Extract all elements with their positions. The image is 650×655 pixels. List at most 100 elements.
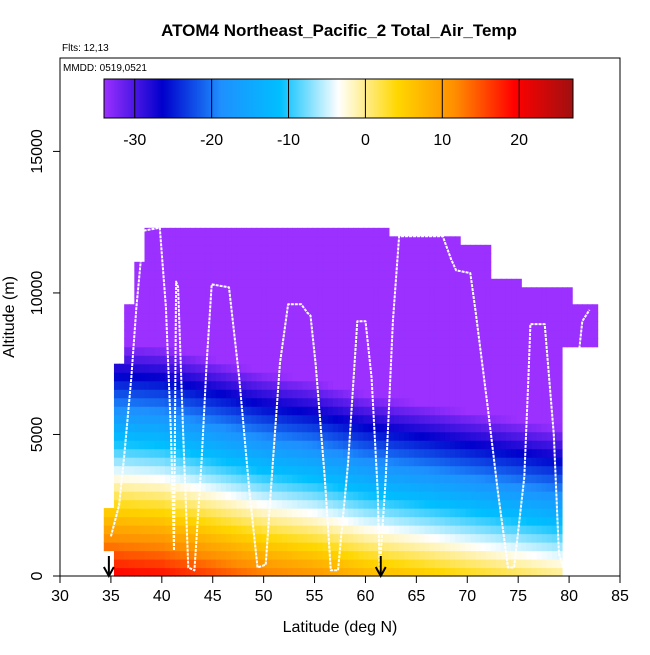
heatmap-cell xyxy=(190,474,197,484)
heatmap-cell xyxy=(475,414,482,424)
heatmap-cell xyxy=(236,227,242,237)
heatmap-cell xyxy=(190,261,197,271)
dates-label: MMDD: 0519,0521 xyxy=(63,63,147,74)
heatmap-cell xyxy=(348,499,354,509)
heatmap-cell xyxy=(266,465,273,475)
heatmap-cell xyxy=(511,423,517,433)
heatmap-cell xyxy=(190,448,197,458)
heatmap-cell xyxy=(531,482,538,492)
heatmap-cell xyxy=(231,287,237,297)
heatmap-cell xyxy=(124,559,130,569)
heatmap-cell xyxy=(261,465,268,475)
heatmap-cell xyxy=(358,270,365,280)
heatmap-cell xyxy=(424,499,431,509)
heatmap-cell xyxy=(546,414,553,424)
heatmap-cell xyxy=(536,508,543,518)
heatmap-cell xyxy=(419,474,426,484)
heatmap-cell xyxy=(215,321,222,331)
heatmap-cell xyxy=(348,236,354,246)
heatmap-cell xyxy=(465,321,471,331)
heatmap-cell xyxy=(215,363,222,373)
heatmap-cell xyxy=(378,380,385,390)
heatmap-cell xyxy=(485,406,492,416)
heatmap-cell xyxy=(485,567,492,577)
heatmap-cell xyxy=(419,431,426,441)
heatmap-cell xyxy=(322,346,329,356)
heatmap-cell xyxy=(144,363,151,373)
heatmap-cell xyxy=(231,227,237,237)
heatmap-cell xyxy=(470,346,477,356)
heatmap-cell xyxy=(154,474,161,484)
heatmap-cell xyxy=(444,295,451,305)
heatmap-cell xyxy=(246,338,253,348)
heatmap-cell xyxy=(205,227,212,237)
heatmap-cell xyxy=(317,312,324,322)
heatmap-cell xyxy=(297,278,303,288)
heatmap-cell xyxy=(536,406,543,416)
heatmap-cell xyxy=(297,423,303,433)
heatmap-cell xyxy=(337,482,344,492)
heatmap-cell xyxy=(190,431,197,441)
heatmap-cell xyxy=(266,227,273,237)
heatmap-cell xyxy=(526,533,533,543)
heatmap-cell xyxy=(393,457,400,467)
heatmap-cell xyxy=(180,389,186,399)
heatmap-cell xyxy=(251,491,258,501)
heatmap-cell xyxy=(154,321,161,331)
heatmap-cell xyxy=(572,338,578,348)
heatmap-cell xyxy=(348,414,354,424)
heatmap-cell xyxy=(373,287,380,297)
heatmap-cell xyxy=(358,414,365,424)
heatmap-cell xyxy=(531,423,538,433)
heatmap-cell xyxy=(144,372,151,382)
heatmap-cell xyxy=(327,227,334,237)
heatmap-cell xyxy=(434,236,441,246)
heatmap-cell xyxy=(190,465,197,475)
heatmap-cell xyxy=(470,491,477,501)
heatmap-cell xyxy=(144,431,151,441)
heatmap-cell xyxy=(154,380,161,390)
heatmap-cell xyxy=(455,465,461,475)
heatmap-cell xyxy=(404,287,410,297)
heatmap-cell xyxy=(495,448,502,458)
heatmap-cell xyxy=(271,253,278,263)
heatmap-cell xyxy=(511,406,517,416)
heatmap-cell xyxy=(322,236,329,246)
heatmap-cell xyxy=(500,372,507,382)
heatmap-cell xyxy=(180,474,186,484)
heatmap-cell xyxy=(495,465,502,475)
heatmap-cell xyxy=(505,550,512,560)
heatmap-cell xyxy=(399,261,405,271)
heatmap-cell xyxy=(358,482,365,492)
heatmap-cell xyxy=(419,287,426,297)
heatmap-cell xyxy=(419,499,426,509)
heatmap-cell xyxy=(485,508,492,518)
heatmap-cell xyxy=(225,380,232,390)
heatmap-cell xyxy=(546,567,553,577)
heatmap-cell xyxy=(388,440,395,450)
heatmap-cell xyxy=(185,431,191,441)
heatmap-cell xyxy=(180,533,186,543)
heatmap-cell xyxy=(399,321,405,331)
heatmap-cell xyxy=(185,304,191,314)
heatmap-cell xyxy=(439,491,446,501)
heatmap-cell xyxy=(302,525,309,535)
heatmap-cell xyxy=(195,227,202,237)
heatmap-cell xyxy=(225,525,232,535)
heatmap-cell xyxy=(113,380,120,390)
heatmap-cell xyxy=(378,499,385,509)
heatmap-cell xyxy=(236,287,242,297)
heatmap-cell xyxy=(251,253,258,263)
heatmap-cell xyxy=(185,372,191,382)
heatmap-cell xyxy=(343,499,349,509)
heatmap-cell xyxy=(287,440,293,450)
heatmap-cell xyxy=(322,270,329,280)
heatmap-cell xyxy=(363,372,370,382)
heatmap-cell xyxy=(414,559,421,569)
heatmap-cell xyxy=(424,244,431,254)
heatmap-cell xyxy=(521,508,527,518)
heatmap-cell xyxy=(399,372,405,382)
heatmap-cell xyxy=(225,312,232,322)
heatmap-cell xyxy=(185,227,191,237)
heatmap-cell xyxy=(399,482,405,492)
